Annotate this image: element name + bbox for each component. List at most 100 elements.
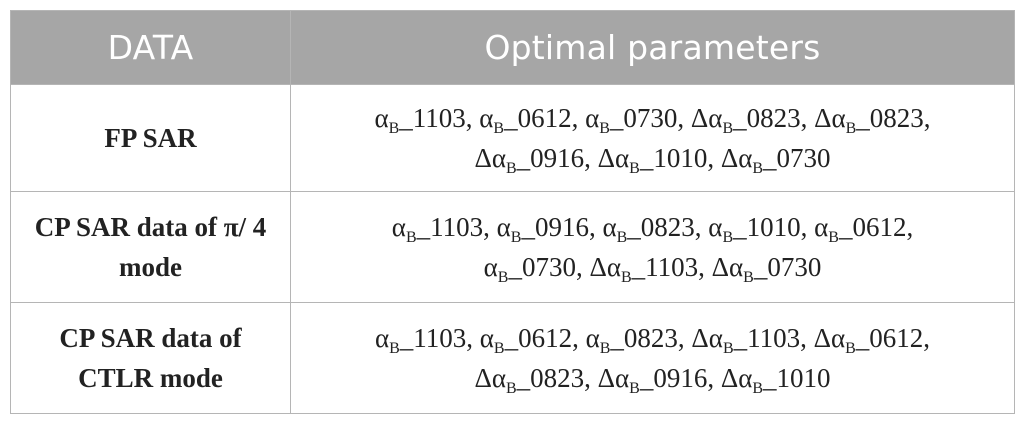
parameter-subscript: B <box>405 229 417 246</box>
parameter-subscript: B <box>388 120 400 137</box>
parameter-item: ΔαB_0823 <box>814 103 924 137</box>
parameter-subscript: B <box>743 269 754 286</box>
parameter-symbol: Δα <box>720 143 753 173</box>
parameter-suffix: _0612 <box>838 212 907 242</box>
optimal-parameters-cell: αB_1103, αB_0916, αB_0823, αB_1010, αB_0… <box>290 191 1015 303</box>
parameter-suffix: _1103 <box>631 252 699 282</box>
parameter-symbol: α <box>479 323 494 353</box>
parameter-line: αB_1103, αB_0612, αB_0823, ΔαB_1103, ΔαB… <box>374 323 931 357</box>
parameter-subscript: B <box>493 340 505 357</box>
parameter-suffix: _0612 <box>855 323 924 353</box>
parameters-table: DATA Optimal parameters FP SAR αB_1103, … <box>10 10 1015 414</box>
parameter-item: ΔαB_0916 <box>597 363 708 397</box>
parameter-symbol: Δα <box>474 143 506 173</box>
parameter-suffix: _1010 <box>639 143 708 173</box>
parameter-suffix: _0823 <box>856 103 924 133</box>
parameter-symbol: α <box>483 252 498 282</box>
parameter-item: ΔαB_0823 <box>690 103 801 137</box>
parameter-item: αB_0612 <box>814 212 907 246</box>
parameter-symbol: α <box>496 212 511 242</box>
parameter-symbol: Δα <box>813 323 846 353</box>
parameter-symbol: α <box>602 212 617 242</box>
parameter-suffix: _0823 <box>627 212 695 242</box>
parameter-item: αB_0730 <box>585 103 678 137</box>
parameter-line: αB_1103, αB_0612, αB_0730, ΔαB_0823, ΔαB… <box>374 103 931 137</box>
parameter-subscript: B <box>828 229 839 246</box>
parameter-subscript: B <box>752 160 764 177</box>
parameter-subscript: B <box>599 340 611 357</box>
parameter-line: αB_0730, ΔαB_1103, ΔαB_0730 <box>483 252 822 286</box>
parameter-suffix: _0823 <box>516 363 585 393</box>
parameter-item: αB_0823 <box>602 212 695 246</box>
parameter-symbol: Δα <box>814 103 846 133</box>
parameter-item: αB_0612 <box>479 323 573 357</box>
parameter-subscript: B <box>752 380 764 397</box>
parameter-symbol: Δα <box>474 363 506 393</box>
data-type-cell: CP SAR data of CTLR mode <box>10 302 291 414</box>
parameter-suffix: _0823 <box>610 323 678 353</box>
parameter-subscript: B <box>505 160 517 177</box>
parameter-symbol: Δα <box>691 323 723 353</box>
parameter-item: ΔαB_0916 <box>474 143 585 177</box>
parameter-item: αB_1103 <box>374 103 466 137</box>
data-type-cell: FP SAR <box>10 84 291 192</box>
parameter-subscript: B <box>510 229 522 246</box>
parameter-subscript: B <box>845 340 856 357</box>
parameter-suffix: _0916 <box>516 143 585 173</box>
parameter-symbol: α <box>585 323 600 353</box>
parameter-suffix: _0730 <box>763 143 831 173</box>
parameter-symbol: α <box>814 212 829 242</box>
parameter-subscript: B <box>629 380 640 397</box>
parameter-item: ΔαB_1103 <box>589 252 699 286</box>
parameters-table-container: DATA Optimal parameters FP SAR αB_1103, … <box>10 10 1015 414</box>
header-data: DATA <box>10 10 291 85</box>
parameter-subscript: B <box>616 229 628 246</box>
parameter-subscript: B <box>493 120 505 137</box>
parameter-symbol: Δα <box>711 252 744 282</box>
parameter-subscript: B <box>389 340 400 357</box>
parameter-line: αB_1103, αB_0916, αB_0823, αB_1010, αB_0… <box>391 212 914 246</box>
parameter-suffix: _0916 <box>521 212 589 242</box>
parameter-item: ΔαB_0730 <box>720 143 831 177</box>
parameter-item: ΔαB_1010 <box>721 363 831 397</box>
parameter-suffix: _0916 <box>639 363 708 393</box>
parameter-item: αB_1010 <box>708 212 801 246</box>
parameter-symbol: α <box>374 323 390 353</box>
parameter-symbol: Δα <box>597 363 630 393</box>
parameter-symbol: α <box>391 212 406 242</box>
parameter-symbol: Δα <box>589 252 621 282</box>
parameter-suffix: _0730 <box>753 252 822 282</box>
table-header-row: DATA Optimal parameters <box>10 10 1015 85</box>
parameter-subscript: B <box>722 340 734 357</box>
parameter-symbol: Δα <box>690 103 723 133</box>
parameter-suffix: _1010 <box>733 212 801 242</box>
parameter-subscript: B <box>845 120 857 137</box>
data-type-cell: CP SAR data of π/ 4 mode <box>10 191 291 303</box>
parameter-item: ΔαB_1103 <box>691 323 801 357</box>
parameter-subscript: B <box>505 380 517 397</box>
parameter-suffix: _0730 <box>609 103 678 133</box>
table-row: FP SAR αB_1103, αB_0612, αB_0730, ΔαB_08… <box>10 84 1015 192</box>
parameter-symbol: α <box>479 103 494 133</box>
parameter-subscript: B <box>722 120 734 137</box>
table-row: CP SAR data of π/ 4 mode αB_1103, αB_091… <box>10 191 1015 303</box>
parameter-subscript: B <box>629 160 640 177</box>
parameter-item: αB_0612 <box>479 103 572 137</box>
parameter-suffix: _0730 <box>508 252 576 282</box>
parameter-suffix: _0823 <box>733 103 801 133</box>
parameter-subscript: B <box>497 269 509 286</box>
parameter-item: αB_0916 <box>496 212 589 246</box>
parameter-suffix: _1103 <box>399 103 466 133</box>
parameter-item: ΔαB_0612 <box>813 323 924 357</box>
table-row: CP SAR data of CTLR mode αB_1103, αB_061… <box>10 302 1015 414</box>
parameter-item: αB_0730 <box>483 252 576 286</box>
parameter-suffix: _1103 <box>733 323 801 353</box>
parameter-item: ΔαB_0730 <box>711 252 822 286</box>
header-optimal-parameters: Optimal parameters <box>290 10 1015 85</box>
parameter-symbol: α <box>708 212 723 242</box>
parameter-suffix: _0612 <box>504 103 572 133</box>
parameter-suffix: _0612 <box>504 323 573 353</box>
optimal-parameters-cell: αB_1103, αB_0612, αB_0823, ΔαB_1103, ΔαB… <box>290 302 1015 414</box>
parameter-subscript: B <box>722 229 734 246</box>
parameter-subscript: B <box>620 269 632 286</box>
